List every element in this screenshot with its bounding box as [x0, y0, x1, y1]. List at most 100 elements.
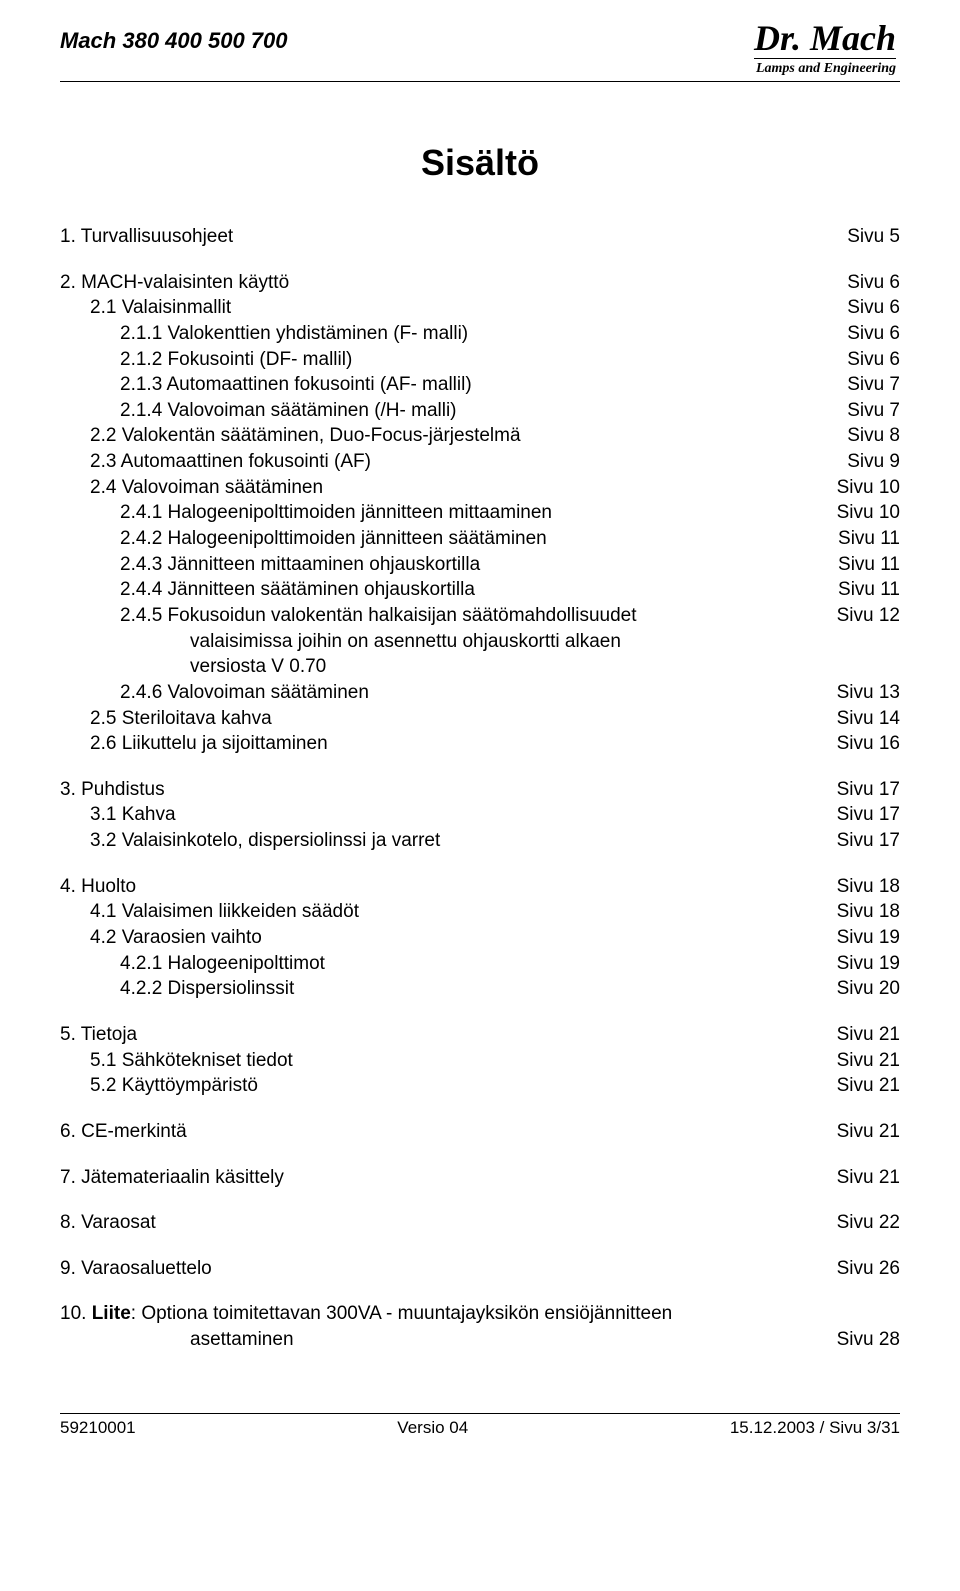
toc-label: 4.2.2 Dispersiolinssit — [60, 976, 294, 1002]
toc-label: 2.6 Liikuttelu ja sijoittaminen — [60, 731, 328, 757]
toc-row: 2.1.1 Valokenttien yhdistäminen (F- mall… — [60, 321, 900, 347]
toc-row: 3.2 Valaisinkotelo, dispersiolinssi ja v… — [60, 828, 900, 854]
toc-page-number: Sivu 8 — [847, 423, 900, 449]
toc-block: 2. MACH-valaisinten käyttöSivu 62.1 Vala… — [60, 270, 900, 757]
toc-row: 9. VaraosaluetteloSivu 26 — [60, 1256, 900, 1282]
toc-page-number: Sivu 11 — [838, 552, 900, 578]
toc-page-number: Sivu 20 — [837, 976, 900, 1002]
toc-row: 3.1 KahvaSivu 17 — [60, 802, 900, 828]
toc-page-number: Sivu 28 — [837, 1327, 900, 1353]
toc-page-number: Sivu 16 — [837, 731, 900, 757]
toc-row: 2.5 Steriloitava kahvaSivu 14 — [60, 706, 900, 732]
toc-row: 2.4.4 Jännitteen säätäminen ohjauskortil… — [60, 577, 900, 603]
toc-label: 2.3 Automaattinen fokusointi (AF) — [60, 449, 371, 475]
toc-row: 2.1.4 Valovoiman säätäminen (/H- malli)S… — [60, 398, 900, 424]
page-footer: 59210001 Versio 04 15.12.2003 / Sivu 3/3… — [60, 1413, 900, 1438]
toc-page-number: Sivu 13 — [837, 680, 900, 706]
toc-page-number: Sivu 21 — [837, 1119, 900, 1145]
toc-row: 2.2 Valokentän säätäminen, Duo-Focus-jär… — [60, 423, 900, 449]
toc-page-number: Sivu 9 — [847, 449, 900, 475]
toc-label: 2.1.3 Automaattinen fokusointi (AF- mall… — [60, 372, 472, 398]
toc-label: 1. Turvallisuusohjeet — [60, 224, 233, 250]
toc-page-number: Sivu 11 — [838, 577, 900, 603]
toc-row: versiosta V 0.70 — [60, 654, 900, 680]
toc-page-number: Sivu 18 — [837, 874, 900, 900]
toc-page-number: Sivu 10 — [837, 500, 900, 526]
toc-label: 7. Jätemateriaalin käsittely — [60, 1165, 284, 1191]
brand-tagline: Lamps and Engineering — [754, 58, 896, 77]
toc-label: 5.2 Käyttöympäristö — [60, 1073, 258, 1099]
toc-label: 2.4.4 Jännitteen säätäminen ohjauskortil… — [60, 577, 475, 603]
brand-name: Dr. Mach — [754, 20, 896, 56]
toc-label: 2.4.6 Valovoiman säätäminen — [60, 680, 369, 706]
toc-row: 2.1 Valaisinmallit Sivu 6 — [60, 295, 900, 321]
toc-label: 4. Huolto — [60, 874, 136, 900]
toc-row: 10. Liite: Optiona toimitettavan 300VA -… — [60, 1301, 900, 1327]
toc-block: 4. Huolto Sivu 18 4.1 Valaisimen liikkeide… — [60, 874, 900, 1002]
toc-block: 10. Liite: Optiona toimitettavan 300VA -… — [60, 1301, 900, 1352]
toc-row: 5.1 Sähkötekniset tiedotSivu 21 — [60, 1048, 900, 1074]
toc-label: 2.4.1 Halogeenipolttimoiden jännitteen m… — [60, 500, 552, 526]
toc-page-number: Sivu 11 — [838, 526, 900, 552]
footer-left: 59210001 — [60, 1418, 136, 1438]
toc-label: 2.5 Steriloitava kahva — [60, 706, 272, 732]
toc-page-number: Sivu 6 — [847, 347, 900, 373]
document-title: Sisältö — [60, 142, 900, 184]
toc-row: 2.4 Valovoiman säätäminenSivu 10 — [60, 475, 900, 501]
toc-row: 5. Tietoja Sivu 21 — [60, 1022, 900, 1048]
toc-page-number: Sivu 6 — [847, 295, 900, 321]
toc-page-number: Sivu 17 — [837, 828, 900, 854]
toc-label: 5. Tietoja — [60, 1022, 137, 1048]
toc-page-number: Sivu 7 — [847, 372, 900, 398]
toc-label: 4.2.1 Halogeenipolttimot — [60, 951, 325, 977]
product-name: Mach 380 400 500 700 — [60, 20, 288, 54]
toc-page-number: Sivu 21 — [837, 1165, 900, 1191]
toc-label: versiosta V 0.70 — [60, 654, 326, 680]
toc-page-number: Sivu 26 — [837, 1256, 900, 1282]
toc-row: 4.2 Varaosien vaihto Sivu 19 — [60, 925, 900, 951]
toc-row: 4.2.1 Halogeenipolttimot Sivu 19 — [60, 951, 900, 977]
toc-row: valaisimissa joihin on asennettu ohjausk… — [60, 629, 900, 655]
toc-page-number: Sivu 21 — [837, 1022, 900, 1048]
toc-label: 4.1 Valaisimen liikkeiden säädöt — [60, 899, 359, 925]
toc-row: 2.4.3 Jännitteen mittaaminen ohjauskorti… — [60, 552, 900, 578]
toc-label: 3.1 Kahva — [60, 802, 176, 828]
toc-label: 3. Puhdistus — [60, 777, 165, 803]
toc-row: 4.2.2 Dispersiolinssit Sivu 20 — [60, 976, 900, 1002]
toc-label: 8. Varaosat — [60, 1210, 156, 1236]
toc-block: 7. Jätemateriaalin käsittely Sivu 21 — [60, 1165, 900, 1191]
toc-page-number: Sivu 22 — [837, 1210, 900, 1236]
toc-row: 5.2 Käyttöympäristö Sivu 21 — [60, 1073, 900, 1099]
toc-block: 5. Tietoja Sivu 215.1 Sähkötekniset tiedo… — [60, 1022, 900, 1099]
toc-label: 10. Liite: Optiona toimitettavan 300VA -… — [60, 1301, 672, 1327]
toc-row: 2.4.2 Halogeenipolttimoiden jännitteen s… — [60, 526, 900, 552]
toc-label: 3.2 Valaisinkotelo, dispersiolinssi ja v… — [60, 828, 440, 854]
toc-page-number: Sivu 17 — [837, 777, 900, 803]
toc-row: 2.1.3 Automaattinen fokusointi (AF- mall… — [60, 372, 900, 398]
toc-page-number: Sivu 6 — [847, 270, 900, 296]
toc-block: 1. TurvallisuusohjeetSivu 5 — [60, 224, 900, 250]
page-header: Mach 380 400 500 700 Dr. Mach Lamps and … — [60, 20, 900, 82]
toc-page-number: Sivu 21 — [837, 1048, 900, 1074]
toc-row: 6. CE-merkintä Sivu 21 — [60, 1119, 900, 1145]
toc-label: 2.1.2 Fokusointi (DF- mallil) — [60, 347, 352, 373]
toc-label: 2.4.3 Jännitteen mittaaminen ohjauskorti… — [60, 552, 480, 578]
toc-label: asettaminen — [60, 1327, 294, 1353]
toc-label: 2.1 Valaisinmallit — [60, 295, 231, 321]
toc-label: 6. CE-merkintä — [60, 1119, 187, 1145]
toc-page-number: Sivu 19 — [837, 925, 900, 951]
toc-page-number: Sivu 18 — [837, 899, 900, 925]
toc-label: 4.2 Varaosien vaihto — [60, 925, 262, 951]
toc-block: 3. PuhdistusSivu 173.1 KahvaSivu 173.2 V… — [60, 777, 900, 854]
page: Mach 380 400 500 700 Dr. Mach Lamps and … — [0, 0, 960, 1458]
toc-page-number: Sivu 19 — [837, 951, 900, 977]
toc-label: 2.2 Valokentän säätäminen, Duo-Focus-jär… — [60, 423, 521, 449]
toc-row: 8. Varaosat Sivu 22 — [60, 1210, 900, 1236]
toc-label: 2.1.1 Valokenttien yhdistäminen (F- mall… — [60, 321, 468, 347]
toc-label: valaisimissa joihin on asennettu ohjausk… — [60, 629, 621, 655]
toc-row: 2.1.2 Fokusointi (DF- mallil) Sivu 6 — [60, 347, 900, 373]
toc-label: 2.4.2 Halogeenipolttimoiden jännitteen s… — [60, 526, 547, 552]
toc-page-number: Sivu 21 — [837, 1073, 900, 1099]
toc-row: 2.3 Automaattinen fokusointi (AF) Sivu 9 — [60, 449, 900, 475]
toc-label: 2.4.5 Fokusoidun valokentän halkaisijan … — [60, 603, 637, 629]
